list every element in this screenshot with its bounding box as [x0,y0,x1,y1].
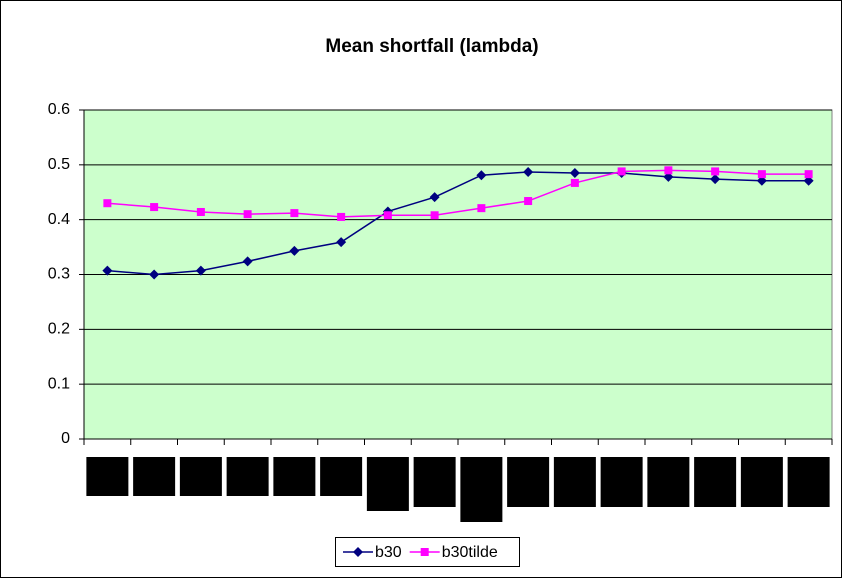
data-point [243,210,252,219]
redacted-label [553,457,596,507]
data-point [103,199,112,208]
legend-marker [420,548,429,556]
redacted-label [226,457,269,496]
redacted-label [179,457,222,496]
data-point [569,168,580,179]
y-tick-label: 0.2 [48,321,70,338]
data-point [617,167,626,176]
data-point [477,204,486,213]
data-point [476,170,487,181]
y-tick-label: 0.1 [48,375,70,392]
redacted-label [507,457,550,507]
data-point [663,171,674,182]
data-point [150,203,159,212]
data-point [242,256,253,267]
data-point [524,197,533,206]
data-point [711,167,720,176]
legend-label: b30tilde [442,544,498,561]
data-point [383,211,392,220]
data-point [290,209,299,218]
redacted-label [133,457,176,496]
redacted-label [273,457,316,496]
data-point [570,178,579,187]
data-point [429,192,440,203]
redacted-label [787,457,830,507]
redacted-label [366,457,409,511]
data-point [289,245,300,256]
redacted-label [460,457,503,522]
legend-label: b30 [375,544,402,561]
data-point [196,207,205,216]
data-point [756,175,767,186]
data-point [803,175,814,186]
y-tick-label: 0.5 [48,156,70,173]
legend-marker [353,547,363,557]
redacted-label [647,457,690,507]
redacted-label [600,457,643,507]
redacted-label [413,457,456,507]
data-point [804,170,813,179]
series-line [107,171,809,276]
data-point [102,265,113,276]
y-tick-label: 0.3 [48,266,70,283]
data-point [336,237,347,248]
chart-title: Mean shortfall (lambda) [325,36,538,57]
data-point [195,265,206,276]
data-point [757,170,766,179]
redacted-label [694,457,737,507]
y-tick-label: 0.6 [48,101,70,118]
redacted-label [740,457,783,507]
y-tick-label: 0 [61,430,70,447]
data-point [337,212,346,221]
data-point [149,269,160,280]
y-tick-label: 0.4 [48,211,70,228]
redacted-label [86,457,129,496]
data-point [523,166,534,177]
data-point [430,211,439,220]
redacted-label [320,457,363,496]
data-point [664,166,673,175]
series-line [107,169,809,218]
data-point [710,174,721,185]
